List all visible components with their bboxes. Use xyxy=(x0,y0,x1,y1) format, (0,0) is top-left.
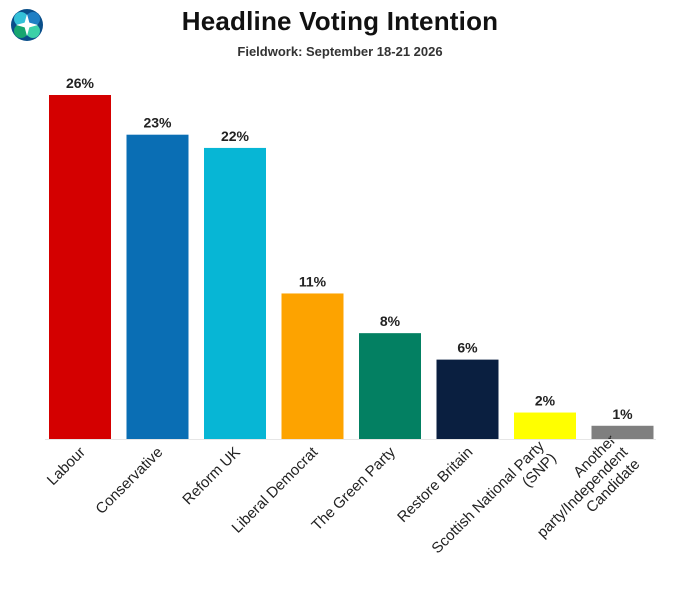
chart-subtitle: Fieldwork: September 18-21 2026 xyxy=(237,44,443,59)
category-label-6: Scottish National Party(SNP) xyxy=(428,437,560,569)
category-label-line: Scottish National Party xyxy=(428,437,548,557)
brand-logo-icon xyxy=(11,9,43,41)
category-label-line: Labour xyxy=(44,444,89,489)
bar-2 xyxy=(204,147,266,439)
category-label-line: Reform UK xyxy=(179,444,243,508)
data-label-6: 2% xyxy=(535,393,556,409)
category-label-line: The Green Party xyxy=(308,443,399,534)
data-label-4: 8% xyxy=(380,313,401,329)
category-label-4: The Green Party xyxy=(308,443,399,534)
bar-7 xyxy=(591,425,654,439)
category-label-2: Reform UK xyxy=(179,444,243,508)
data-label-2: 22% xyxy=(221,128,250,144)
category-label-0: Labour xyxy=(44,444,89,489)
data-label-3: 11% xyxy=(299,273,327,289)
category-label-1: Conservative xyxy=(92,444,166,518)
data-label-7: 1% xyxy=(612,406,633,422)
bar-5 xyxy=(436,359,499,439)
bar-6 xyxy=(514,412,576,439)
data-label-5: 6% xyxy=(457,340,478,356)
bar-3 xyxy=(281,293,344,439)
data-label-0: 26% xyxy=(66,75,95,91)
bar-1 xyxy=(126,134,189,439)
data-label-1: 23% xyxy=(143,115,172,131)
bar-4 xyxy=(359,333,421,439)
category-label-line: Conservative xyxy=(92,444,166,518)
chart-title: Headline Voting Intention xyxy=(181,6,499,36)
bar-0 xyxy=(49,95,111,439)
